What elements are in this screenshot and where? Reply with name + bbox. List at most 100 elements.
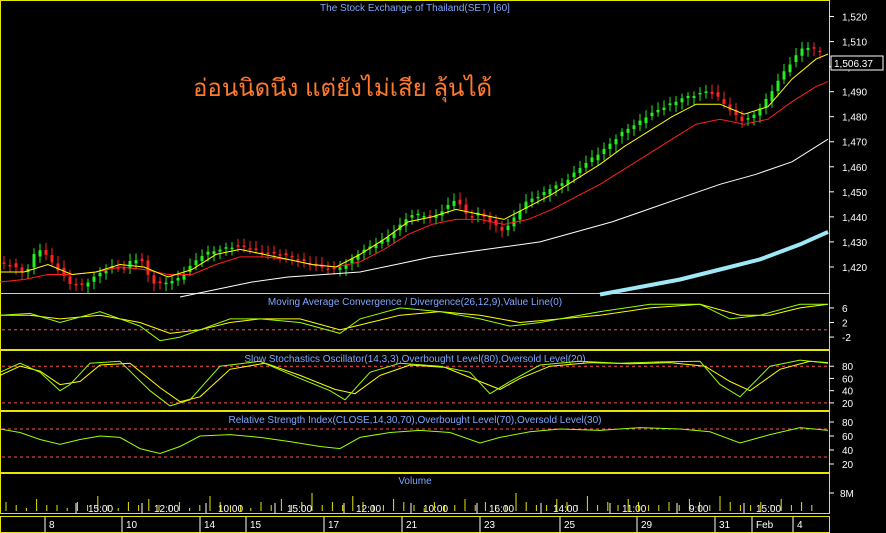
candle-body: [122, 268, 126, 270]
candle-body: [818, 50, 822, 53]
candle-body: [566, 179, 570, 185]
candle-body: [752, 114, 756, 118]
candle-body: [536, 196, 540, 199]
candle-body: [806, 48, 810, 50]
candle-body: [362, 249, 366, 253]
candle-body: [602, 148, 606, 155]
candle-body: [248, 248, 252, 250]
candle-body: [356, 254, 360, 260]
candle-body: [86, 282, 90, 287]
ma-longest-line: [599, 230, 829, 297]
candle-body: [230, 247, 234, 250]
candle-body: [194, 260, 198, 266]
candle-body: [392, 232, 396, 238]
time-label: 16:00: [489, 504, 514, 515]
candle-body: [200, 256, 204, 262]
stoch-k-line: [0, 359, 829, 407]
candle-body: [50, 255, 54, 263]
candle-body: [698, 92, 702, 95]
time-label: 15:00: [287, 504, 312, 515]
volume-tick-label: 8M: [840, 489, 854, 500]
candle-body: [650, 112, 654, 117]
candle-body: [782, 71, 786, 80]
candle-body: [326, 268, 330, 271]
rsi-panel-frame: [0, 411, 830, 473]
day-label: 31: [719, 520, 731, 531]
candle-body: [608, 143, 612, 149]
candle-body: [758, 108, 762, 116]
candle-body: [746, 118, 750, 120]
candle-body: [812, 47, 816, 49]
candle-body: [290, 255, 294, 258]
candle-body: [680, 98, 684, 103]
candle-body: [578, 168, 582, 173]
candle-body: [764, 98, 768, 108]
candle-body: [518, 210, 522, 220]
candle-body: [470, 216, 474, 218]
time-label: 10:00: [218, 504, 243, 515]
candle-body: [464, 204, 468, 214]
indicator-tick-label: 20: [842, 460, 854, 471]
candle-body: [638, 120, 642, 126]
last-price-label: 1,506.37: [834, 59, 873, 70]
candle-body: [428, 215, 432, 217]
candle-body: [704, 91, 708, 93]
candle-body: [722, 99, 726, 105]
candle-body: [716, 92, 720, 97]
candle-body: [416, 213, 420, 216]
candle-body: [116, 267, 120, 269]
candle-body: [452, 200, 456, 206]
candle-body: [206, 251, 210, 255]
price-tick-label: 1,480: [842, 113, 867, 124]
day-label: 29: [641, 520, 653, 531]
price-title: The Stock Exchange of Thailand(SET) [60]: [320, 3, 510, 14]
candle-body: [38, 250, 42, 257]
candle-body: [128, 260, 132, 269]
candle-body: [236, 245, 240, 247]
candle-body: [134, 260, 138, 264]
stoch-d-line: [0, 360, 829, 403]
candle-body: [674, 101, 678, 106]
candle-body: [770, 91, 774, 102]
candle-body: [152, 275, 156, 284]
candle-body: [56, 263, 60, 271]
candle-body: [524, 201, 528, 209]
candle-body: [728, 104, 732, 111]
candle-body: [554, 185, 558, 189]
candle-body: [584, 162, 588, 168]
price-panel-frame: [0, 0, 830, 294]
candle-body: [530, 198, 534, 202]
day-label: 4: [797, 520, 803, 531]
time-label: 10:00: [423, 504, 448, 515]
candle-body: [368, 246, 372, 249]
indicator-tick-label: 40: [842, 387, 854, 398]
candle-body: [254, 248, 258, 250]
price-tick-label: 1,490: [842, 88, 867, 99]
price-axis-ticks: 1,420 1,430 1,440 1,450 1,460 1,470 1,480 1,490…: [829, 13, 867, 274]
chart-annotation: อ่อนนิดนึง แต่ยังไม่เสีย ลุ้นได้: [193, 74, 492, 103]
candle-body: [104, 270, 108, 274]
macd-title: Moving Average Convergence / Divergence(…: [268, 297, 562, 308]
indicator-tick-label: 60: [842, 374, 854, 385]
indicator-tick-label: 6: [842, 304, 848, 315]
price-tick-label: 1,420: [842, 263, 867, 274]
candle-body: [218, 249, 222, 252]
moving-average-lines: [0, 53, 829, 298]
candle-body: [380, 240, 384, 244]
indicator-tick-label: 60: [842, 432, 854, 443]
candle-body: [542, 192, 546, 196]
time-label: 12:00: [154, 504, 179, 515]
candle-body: [644, 117, 648, 124]
candle-body: [44, 250, 48, 255]
candle-body: [278, 254, 282, 256]
ma-long-line: [179, 138, 829, 298]
candle-body: [434, 215, 438, 218]
candle-body: [350, 258, 354, 264]
candle-body: [74, 284, 78, 286]
candle-body: [596, 154, 600, 161]
candle-body: [212, 251, 216, 255]
candle-body: [32, 253, 36, 268]
indicator-tick-label: 80: [842, 362, 854, 373]
day-label: 23: [484, 520, 496, 531]
